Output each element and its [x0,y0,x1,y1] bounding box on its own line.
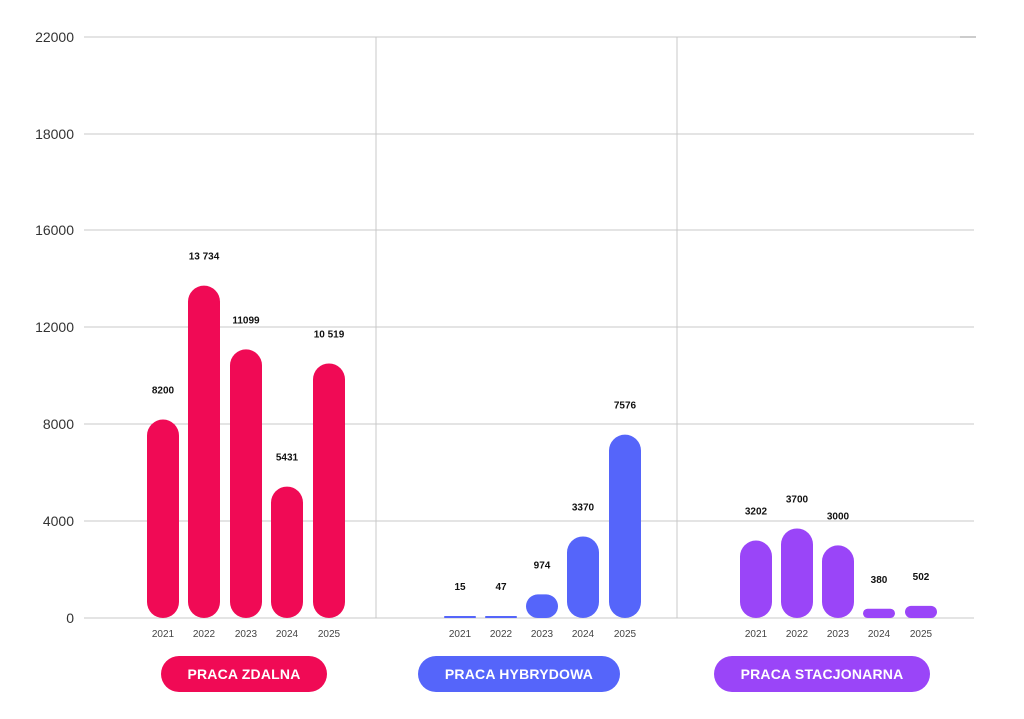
x-tick-label: 2021 [152,629,175,640]
x-tick-label: 2022 [193,629,216,640]
bar-value-label: 974 [534,560,551,571]
bar-value-label: 11099 [232,315,260,326]
bar [781,528,813,618]
bar [485,616,517,618]
bar-value-label: 8200 [152,386,175,397]
y-tick-label: 4000 [43,513,74,529]
x-tick-label: 2024 [276,629,299,640]
x-tick-label: 2025 [910,629,933,640]
legend-praca-stacjonarna: PRACA STACJONARNA [714,656,930,692]
bar [147,419,179,618]
x-tick-label: 2025 [318,629,341,640]
x-tick-label: 2021 [745,629,768,640]
y-tick-label: 8000 [43,416,74,432]
bar-value-label: 7576 [614,401,637,412]
bar [188,285,220,618]
y-tick-label: 12000 [35,319,74,335]
bar-value-label: 5431 [276,453,299,464]
x-tick-label: 2024 [572,629,595,640]
bar [609,434,641,618]
bar-value-label: 13 734 [189,252,220,263]
y-tick-label: 18000 [35,126,74,142]
x-tick-label: 2025 [614,629,637,640]
bar-value-label: 3370 [572,502,595,513]
bar [526,594,558,618]
x-tick-label: 2023 [531,629,554,640]
x-tick-label: 2022 [786,629,809,640]
bar-value-label: 3700 [786,494,809,505]
x-tick-label: 2024 [868,629,891,640]
y-tick-label: 0 [66,610,74,626]
bar-value-label: 502 [913,572,930,583]
y-tick-label: 22000 [35,29,74,45]
x-tick-label: 2022 [490,629,513,640]
bar-value-label: 3000 [827,511,850,522]
bar [863,608,895,618]
bar [271,486,303,618]
x-tick-label: 2023 [235,629,258,640]
bar-value-label: 380 [871,575,888,586]
bar-value-label: 47 [495,582,507,593]
bar [313,363,345,618]
legend-praca-hybrydowa: PRACA HYBRYDOWA [418,656,620,692]
bar-value-label: 10 519 [314,329,345,340]
legend-praca-zdalna: PRACA ZDALNA [161,656,327,692]
bar-value-label: 15 [454,582,466,593]
bar-value-label: 3202 [745,507,768,518]
bar [230,349,262,618]
bar [567,536,599,618]
x-tick-label: 2021 [449,629,472,640]
x-tick-label: 2023 [827,629,850,640]
bar [444,616,476,618]
y-tick-label: 16000 [35,222,74,238]
bar [740,540,772,618]
bar [905,605,937,618]
bar [822,545,854,618]
